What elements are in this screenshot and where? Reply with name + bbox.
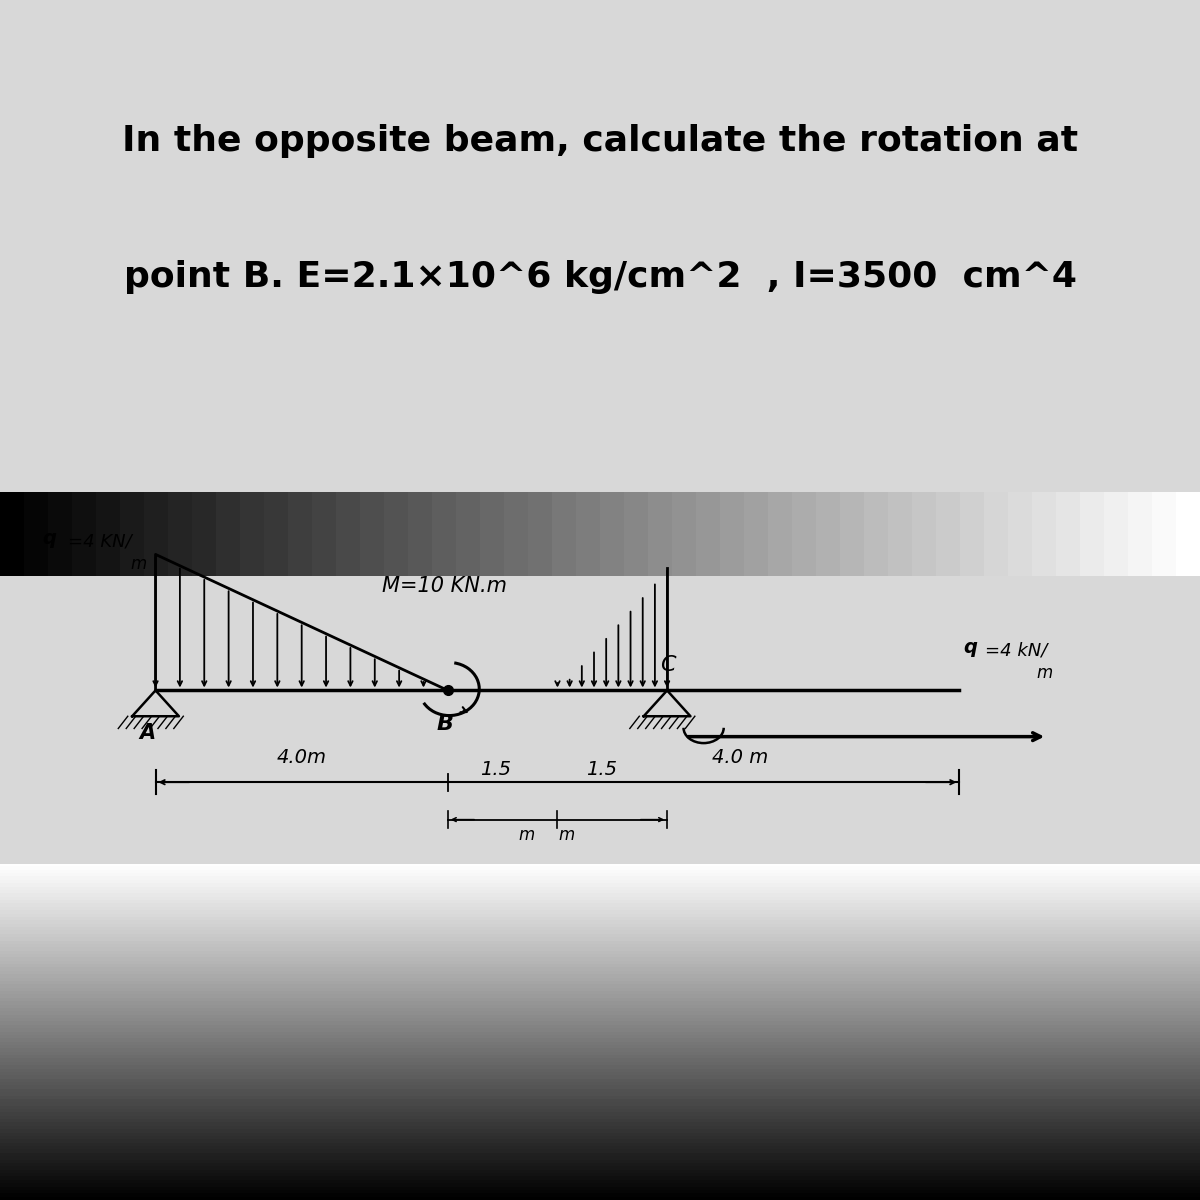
Text: A: A — [139, 724, 156, 743]
Text: =4 kN/: =4 kN/ — [985, 641, 1048, 659]
Text: 4.0 m: 4.0 m — [712, 748, 768, 767]
Text: m: m — [558, 826, 575, 844]
Text: m: m — [1036, 664, 1052, 682]
Text: point B. E=2.1×10^6 kg/cm^2  , I=3500  cm^4: point B. E=2.1×10^6 kg/cm^2 , I=3500 cm^… — [124, 260, 1076, 294]
Text: q: q — [964, 638, 977, 658]
Text: In the opposite beam, calculate the rotation at: In the opposite beam, calculate the rota… — [122, 124, 1078, 158]
Text: =4 KN/: =4 KN/ — [68, 533, 132, 551]
Text: M=10 KN.m: M=10 KN.m — [382, 576, 508, 595]
Text: B: B — [437, 714, 454, 734]
Text: 1.5: 1.5 — [480, 761, 511, 780]
Text: m: m — [130, 556, 146, 574]
Text: C: C — [660, 655, 676, 676]
Text: m: m — [518, 826, 535, 844]
Text: 4.0m: 4.0m — [277, 748, 326, 767]
Text: 1.5: 1.5 — [586, 761, 617, 780]
Text: q: q — [42, 529, 56, 548]
